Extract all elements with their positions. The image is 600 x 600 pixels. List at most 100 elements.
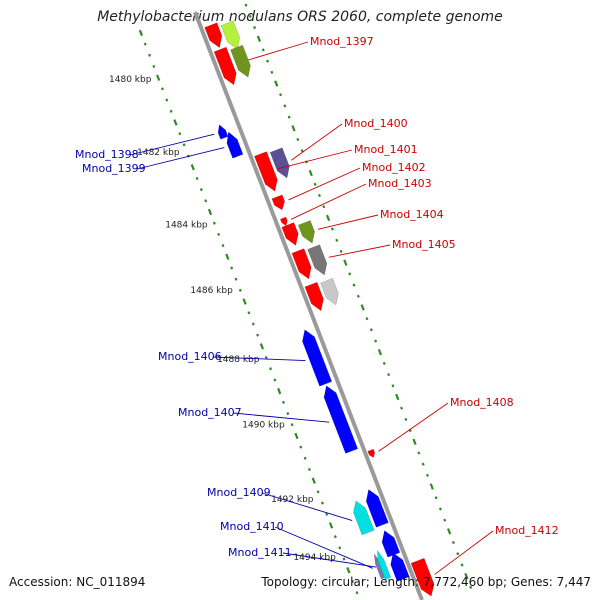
gene-label[interactable]: Mnod_1404 — [380, 208, 444, 221]
gene-feature[interactable] — [254, 151, 278, 192]
gene-feature[interactable] — [365, 489, 389, 528]
gene-label[interactable]: Mnod_1412 — [495, 524, 559, 537]
label-leader-line — [291, 123, 343, 161]
scale-tick — [443, 518, 447, 522]
gene-label[interactable]: Mnod_1409 — [207, 486, 271, 499]
scale-tick — [277, 387, 282, 395]
scale-tick — [429, 483, 434, 490]
scale-tick — [346, 567, 351, 574]
scale-tick — [169, 109, 173, 113]
gene-label[interactable]: Mnod_1401 — [354, 143, 418, 156]
scale-tick — [417, 451, 421, 455]
scale-tick — [152, 64, 156, 69]
scale-tick — [451, 540, 455, 545]
gene-label[interactable]: Mnod_1405 — [392, 238, 456, 251]
scale-tick — [221, 244, 225, 248]
scale-tick — [264, 355, 268, 360]
scale-tick — [290, 423, 294, 427]
scale-tick — [325, 214, 331, 222]
gene-feature[interactable] — [376, 549, 392, 580]
scale-tick — [148, 53, 152, 57]
scale-tick — [286, 411, 290, 416]
gene-feature[interactable] — [323, 385, 359, 454]
scale-tick — [161, 87, 164, 91]
scale-tick — [238, 288, 242, 292]
gene-feature[interactable] — [279, 216, 288, 226]
label-leader-line — [288, 167, 361, 201]
gene-feature[interactable] — [291, 248, 312, 280]
scale-tick — [173, 119, 178, 126]
gene-feature[interactable] — [367, 448, 376, 458]
scale-tick — [178, 132, 182, 136]
scale-tick — [248, 14, 252, 18]
scale-tick — [283, 104, 287, 108]
scale-tick — [355, 591, 359, 595]
label-leader-line — [136, 147, 225, 170]
gene-label[interactable]: Mnod_1410 — [220, 520, 284, 533]
label-leader-line — [328, 244, 391, 258]
scale-tick — [225, 253, 230, 260]
scale-label: 1490 kbp — [242, 420, 285, 430]
scale-label: 1492 kbp — [271, 495, 314, 505]
gene-label[interactable]: Mnod_1411 — [228, 546, 292, 559]
gene-feature[interactable] — [302, 329, 333, 387]
scale-tick — [322, 205, 326, 209]
gene-feature[interactable] — [304, 281, 324, 312]
gene-feature[interactable] — [353, 500, 375, 536]
scale-tick — [261, 48, 265, 52]
gene-feature[interactable] — [204, 22, 223, 49]
label-leader-line — [277, 149, 353, 170]
scale-tick — [195, 176, 199, 180]
gene-feature[interactable] — [220, 20, 240, 50]
scale-tick — [356, 294, 360, 298]
scale-tick — [217, 232, 221, 236]
gene-label[interactable]: Mnod_1403 — [368, 177, 432, 190]
scale-tick — [343, 259, 348, 266]
scale-tick — [464, 572, 469, 580]
gene-label[interactable]: Mnod_1406 — [158, 350, 222, 363]
scale-tick — [335, 238, 339, 242]
gene-label[interactable]: Mnod_1399 — [82, 162, 146, 175]
gene-feature[interactable] — [390, 552, 410, 582]
scale-tick — [207, 208, 213, 216]
gene-feature[interactable] — [230, 44, 251, 78]
gene-label[interactable]: Mnod_1402 — [362, 161, 426, 174]
scale-tick — [251, 322, 255, 326]
scale-tick — [282, 400, 285, 404]
scale-tick — [438, 507, 442, 511]
label-leader-line — [434, 530, 494, 575]
scale-tick — [395, 393, 400, 401]
gene-feature[interactable] — [217, 124, 229, 140]
scale-tick — [400, 406, 404, 410]
gene-feature[interactable] — [213, 46, 237, 86]
scale-tick — [300, 149, 304, 153]
label-leader-line — [232, 412, 330, 423]
gene-label[interactable]: Mnod_1397 — [310, 35, 374, 48]
scale-label: 1482 kbp — [137, 148, 180, 158]
scale-tick — [387, 373, 391, 377]
gene-label[interactable]: Mnod_1398 — [75, 148, 139, 161]
label-leader-line — [274, 526, 373, 569]
scale-label: 1484 kbp — [165, 221, 208, 231]
gene-feature[interactable] — [297, 220, 315, 244]
gene-feature[interactable] — [410, 557, 435, 597]
scale-label: 1480 kbp — [109, 75, 152, 85]
gene-feature[interactable] — [226, 131, 244, 159]
accession-text: Accession: NC_011894 — [9, 575, 146, 589]
gene-feature[interactable] — [307, 244, 328, 276]
gene-label[interactable]: Mnod_1400 — [344, 117, 408, 130]
scale-tick — [165, 98, 169, 102]
scale-tick — [317, 193, 321, 198]
scale-tick — [273, 378, 277, 382]
scale-tick — [256, 333, 260, 337]
gene-label[interactable]: Mnod_1408 — [450, 396, 514, 409]
scale-tick — [365, 317, 369, 321]
gene-feature[interactable] — [271, 194, 285, 211]
gene-feature[interactable] — [269, 147, 290, 179]
gene-label[interactable]: Mnod_1407 — [178, 406, 242, 419]
gene-feature[interactable] — [320, 277, 339, 306]
scale-tick — [242, 298, 247, 305]
gene-feature[interactable] — [281, 222, 299, 246]
label-leader-line — [290, 183, 367, 220]
